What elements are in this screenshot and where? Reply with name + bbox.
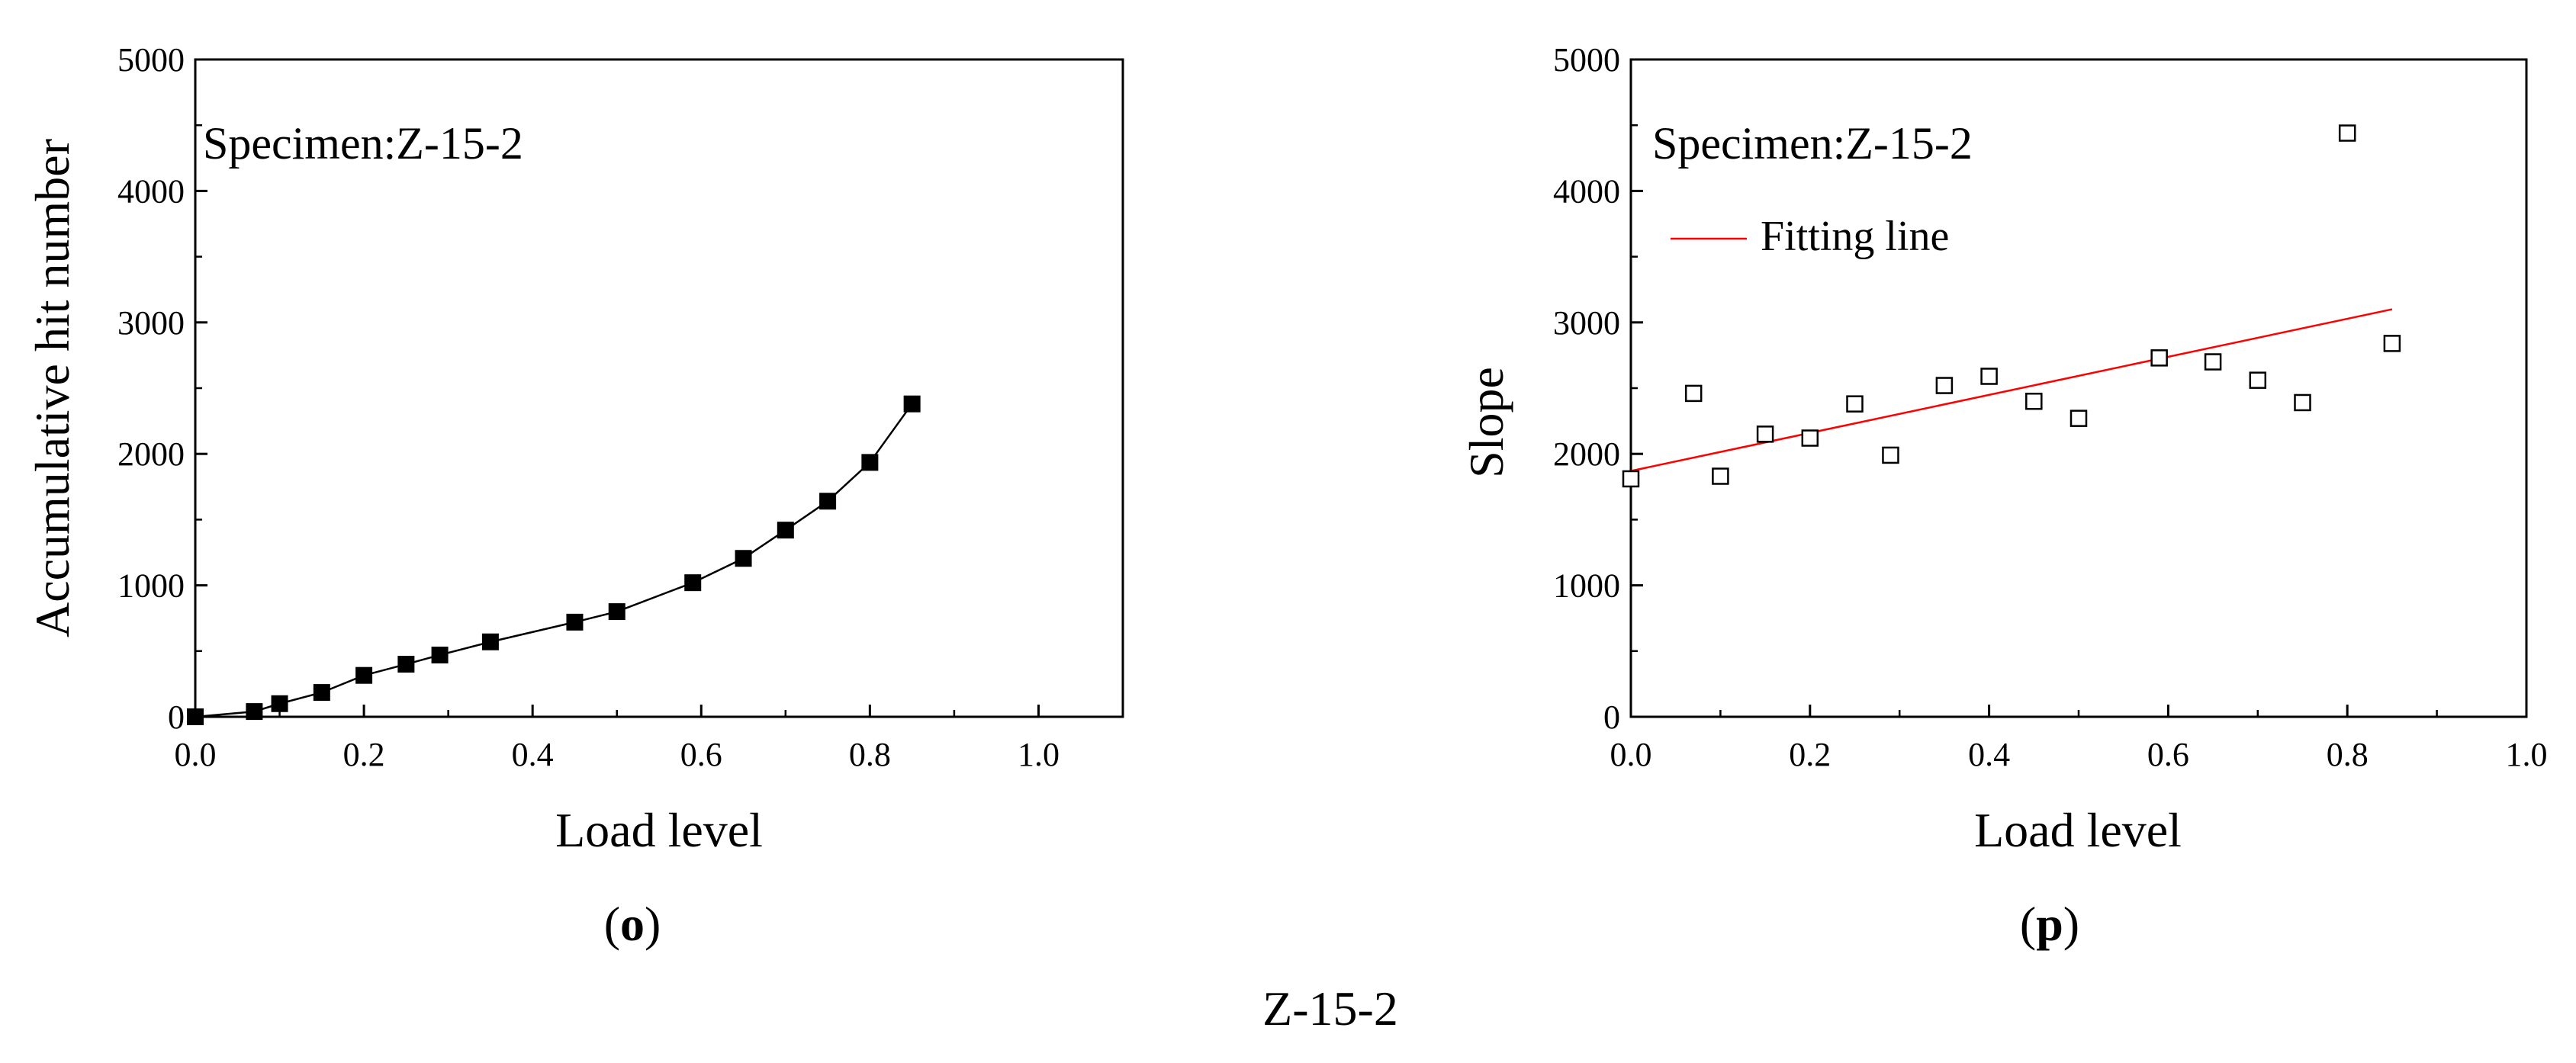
y-tick-label-p: 0 bbox=[1603, 698, 1620, 736]
x-tick-label-o: 0.8 bbox=[849, 736, 891, 773]
data-point-p bbox=[1622, 470, 1640, 488]
panel-label-p: (p) bbox=[2020, 897, 2079, 951]
data-point-p bbox=[2069, 409, 2088, 427]
data-point-o bbox=[566, 613, 584, 631]
panel-label-letter-p: p bbox=[2036, 897, 2063, 951]
data-point-p bbox=[1882, 446, 1899, 464]
legend-label-fitting-line: Fitting line bbox=[1761, 213, 1949, 260]
x-tick-label-o: 0.4 bbox=[512, 736, 554, 773]
y-tick-label-o: 0 bbox=[168, 698, 185, 736]
figure-caption: Z-15-2 bbox=[1262, 981, 1398, 1036]
data-point-o bbox=[684, 574, 702, 592]
x-tick-label-o: 0.0 bbox=[175, 736, 217, 773]
panel-label-open-paren-p: ( bbox=[2020, 897, 2036, 951]
data-point-o bbox=[355, 666, 373, 684]
data-point-o bbox=[313, 684, 330, 702]
y-tick-label-p: 1000 bbox=[1553, 567, 1620, 605]
data-points-p bbox=[1622, 124, 2401, 488]
y-tick-label-p: 5000 bbox=[1553, 41, 1620, 79]
data-point-p bbox=[2025, 392, 2043, 410]
x-tick-label-p: 0.8 bbox=[2327, 736, 2369, 773]
x-tick-label-p: 0.2 bbox=[1789, 736, 1831, 773]
data-point-o bbox=[861, 454, 879, 471]
x-axis-ticks-o bbox=[194, 705, 1040, 717]
data-point-p bbox=[1935, 377, 1954, 394]
chart-panel-o: 0.0 0.2 0.4 0.6 0.8 1.0 0 1000 2000 3000 4000 5000… bbox=[25, 41, 1124, 951]
y-tick-label-o: 1000 bbox=[117, 567, 185, 605]
fitting-line bbox=[1630, 308, 2393, 472]
y-tick-label-o: 3000 bbox=[117, 304, 185, 342]
y-tick-label-o: 4000 bbox=[117, 172, 185, 210]
data-point-p bbox=[1980, 368, 1998, 385]
data-point-o bbox=[431, 646, 449, 663]
x-tick-label-o: 1.0 bbox=[1018, 736, 1060, 773]
data-point-o bbox=[608, 603, 626, 621]
data-point-o bbox=[246, 703, 263, 721]
y-axis-tick-labels-p: 0 1000 2000 3000 4000 5000 bbox=[1553, 41, 1620, 736]
data-point-o bbox=[777, 522, 794, 539]
data-point-p bbox=[2249, 371, 2267, 389]
y-tick-label-o: 5000 bbox=[117, 41, 185, 79]
legend-p: Fitting line bbox=[1671, 213, 1949, 260]
data-point-o bbox=[187, 708, 204, 725]
x-axis-label-p: Load level bbox=[1974, 803, 2182, 857]
data-point-p bbox=[1846, 395, 1864, 413]
data-points-o bbox=[187, 395, 921, 725]
panel-label-close-paren-p: ) bbox=[2063, 897, 2079, 951]
data-point-p bbox=[2150, 349, 2168, 367]
data-point-o bbox=[271, 695, 288, 712]
data-point-p bbox=[2294, 393, 2311, 412]
x-tick-label-p: 0.0 bbox=[1610, 736, 1652, 773]
data-point-o bbox=[903, 395, 921, 413]
x-tick-label-o: 0.2 bbox=[343, 736, 385, 773]
data-point-p bbox=[1712, 467, 1729, 485]
chart-panel-p: 0.0 0.2 0.4 0.6 0.8 1.0 0 1000 2000 3000 4000 5000… bbox=[1459, 41, 2548, 951]
x-tick-label-o: 0.6 bbox=[680, 736, 722, 773]
data-point-o bbox=[735, 550, 752, 567]
y-axis-ticks-p bbox=[1631, 58, 1643, 718]
panel-label-letter-o: o bbox=[620, 897, 645, 951]
y-tick-label-o: 2000 bbox=[117, 435, 185, 473]
panel-label-close-paren-o: ) bbox=[645, 897, 661, 951]
x-axis-label-o: Load level bbox=[555, 803, 763, 857]
data-point-p bbox=[2204, 353, 2222, 371]
data-point-p bbox=[1801, 429, 1819, 447]
y-axis-label-o: Accumulative hit number bbox=[25, 139, 79, 637]
data-point-p bbox=[2338, 124, 2356, 142]
data-point-p bbox=[1684, 384, 1703, 403]
x-axis-ticks-p bbox=[1629, 705, 2528, 717]
x-axis-tick-labels-o: 0.0 0.2 0.4 0.6 0.8 1.0 bbox=[175, 736, 1060, 773]
y-tick-label-p: 3000 bbox=[1553, 304, 1620, 342]
x-axis-tick-labels-p: 0.0 0.2 0.4 0.6 0.8 1.0 bbox=[1610, 736, 2548, 773]
y-tick-label-p: 4000 bbox=[1553, 172, 1620, 210]
data-point-o bbox=[819, 493, 837, 510]
data-point-p bbox=[2383, 335, 2401, 352]
x-tick-label-p: 1.0 bbox=[2506, 736, 2548, 773]
y-tick-label-p: 2000 bbox=[1553, 435, 1620, 473]
series-line-o bbox=[195, 403, 913, 718]
data-point-o bbox=[397, 656, 415, 673]
x-tick-label-p: 0.4 bbox=[1968, 736, 2010, 773]
annotation-p: Specimen:Z-15-2 bbox=[1652, 118, 1973, 169]
annotation-o: Specimen:Z-15-2 bbox=[203, 118, 523, 169]
data-point-p bbox=[1756, 426, 1774, 443]
panel-label-open-paren-o: ( bbox=[604, 897, 620, 951]
y-axis-label-p: Slope bbox=[1459, 367, 1513, 478]
panel-label-o: (o) bbox=[604, 897, 661, 951]
y-axis-tick-labels-o: 0 1000 2000 3000 4000 5000 bbox=[117, 41, 185, 736]
data-point-o bbox=[481, 633, 499, 650]
x-tick-label-p: 0.6 bbox=[2147, 736, 2189, 773]
